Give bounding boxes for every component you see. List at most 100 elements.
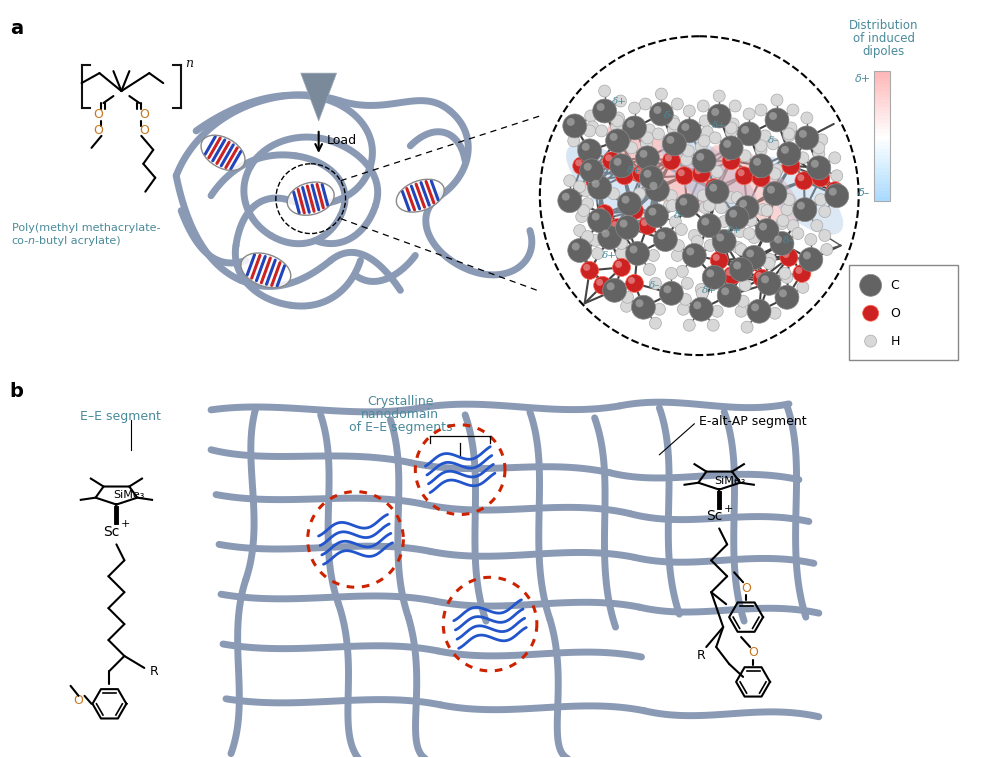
Circle shape: [635, 168, 642, 174]
Circle shape: [586, 172, 604, 190]
Circle shape: [596, 205, 614, 223]
Circle shape: [769, 112, 777, 120]
Circle shape: [643, 170, 651, 177]
Circle shape: [697, 214, 721, 237]
Bar: [874, 139, 890, 143]
Circle shape: [803, 252, 811, 259]
Circle shape: [574, 224, 586, 236]
Circle shape: [628, 204, 635, 211]
Circle shape: [640, 138, 652, 150]
FancyBboxPatch shape: [849, 265, 958, 360]
Bar: [874, 71, 890, 75]
Text: Sc: Sc: [103, 525, 120, 540]
Circle shape: [678, 169, 685, 177]
Circle shape: [613, 112, 625, 124]
Circle shape: [615, 95, 627, 107]
Bar: [874, 107, 890, 111]
Bar: [874, 143, 890, 146]
Circle shape: [779, 290, 787, 297]
Circle shape: [588, 208, 612, 233]
Circle shape: [581, 262, 599, 280]
Circle shape: [765, 182, 783, 199]
Circle shape: [740, 255, 758, 272]
Circle shape: [688, 230, 700, 242]
Circle shape: [645, 177, 669, 202]
Circle shape: [626, 274, 643, 293]
Circle shape: [696, 287, 708, 299]
Circle shape: [649, 182, 657, 190]
Circle shape: [771, 164, 783, 176]
Circle shape: [633, 164, 650, 183]
Circle shape: [751, 303, 759, 312]
Circle shape: [639, 150, 647, 158]
Polygon shape: [301, 73, 337, 121]
Text: Poly(methyl methacrylate-: Poly(methyl methacrylate-: [12, 223, 160, 233]
Text: δ+: δ+: [727, 226, 742, 235]
Circle shape: [582, 198, 594, 210]
Circle shape: [616, 247, 628, 259]
Circle shape: [722, 152, 740, 170]
Circle shape: [787, 104, 799, 116]
Circle shape: [739, 280, 751, 291]
Circle shape: [776, 218, 788, 230]
Circle shape: [753, 269, 771, 287]
Ellipse shape: [707, 144, 801, 227]
Circle shape: [580, 159, 604, 183]
Circle shape: [815, 194, 827, 205]
Circle shape: [675, 194, 699, 218]
Circle shape: [592, 180, 600, 188]
Circle shape: [662, 132, 686, 156]
Circle shape: [814, 171, 821, 178]
Circle shape: [630, 246, 637, 253]
Bar: [874, 71, 890, 201]
Ellipse shape: [566, 143, 663, 229]
Circle shape: [785, 122, 797, 134]
Circle shape: [611, 121, 623, 133]
Circle shape: [705, 180, 729, 204]
Text: of induced: of induced: [853, 33, 915, 45]
Bar: [874, 178, 890, 182]
Circle shape: [777, 142, 801, 166]
Circle shape: [657, 231, 665, 240]
Circle shape: [769, 307, 781, 319]
Circle shape: [829, 152, 841, 164]
Circle shape: [718, 215, 730, 227]
Circle shape: [746, 249, 754, 258]
Circle shape: [765, 108, 789, 132]
Circle shape: [723, 266, 741, 284]
Circle shape: [781, 146, 789, 154]
Bar: [874, 113, 890, 117]
Circle shape: [671, 98, 683, 110]
Circle shape: [771, 94, 783, 106]
Circle shape: [825, 183, 849, 208]
Circle shape: [704, 240, 716, 252]
Text: O: O: [741, 581, 751, 595]
Circle shape: [812, 169, 830, 186]
Circle shape: [781, 204, 793, 215]
Circle shape: [667, 124, 679, 136]
Circle shape: [616, 237, 628, 249]
Circle shape: [767, 138, 779, 150]
Circle shape: [663, 285, 671, 293]
Circle shape: [582, 230, 594, 243]
Text: δ–: δ–: [674, 211, 685, 220]
Circle shape: [697, 190, 709, 202]
Circle shape: [734, 226, 746, 237]
Circle shape: [610, 133, 618, 141]
Circle shape: [636, 299, 643, 307]
Circle shape: [606, 129, 630, 153]
Circle shape: [643, 264, 655, 275]
Circle shape: [777, 215, 789, 227]
Bar: [874, 133, 890, 136]
Circle shape: [596, 125, 608, 137]
Circle shape: [672, 240, 684, 252]
Circle shape: [568, 239, 592, 262]
Circle shape: [715, 202, 727, 214]
Circle shape: [807, 156, 831, 180]
Circle shape: [735, 305, 747, 318]
Circle shape: [638, 217, 656, 234]
Circle shape: [819, 205, 831, 218]
Circle shape: [573, 157, 591, 175]
Circle shape: [558, 189, 582, 212]
Circle shape: [645, 179, 663, 196]
